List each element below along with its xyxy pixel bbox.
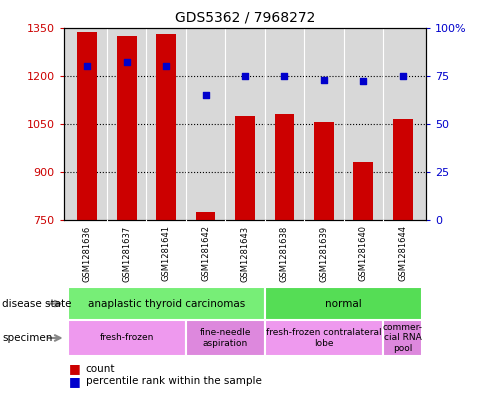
Text: percentile rank within the sample: percentile rank within the sample bbox=[86, 376, 262, 386]
Bar bbox=[265, 287, 422, 320]
Text: GSM1281642: GSM1281642 bbox=[201, 226, 210, 281]
Text: GSM1281637: GSM1281637 bbox=[122, 226, 131, 282]
Text: GSM1281643: GSM1281643 bbox=[241, 226, 249, 281]
Text: fine-needle
aspiration: fine-needle aspiration bbox=[199, 328, 251, 348]
Point bbox=[123, 59, 131, 65]
Point bbox=[359, 78, 367, 84]
Text: GSM1281640: GSM1281640 bbox=[359, 226, 368, 281]
Point bbox=[320, 76, 328, 83]
Text: ■: ■ bbox=[69, 362, 80, 375]
Bar bbox=[186, 320, 265, 356]
Text: specimen: specimen bbox=[2, 333, 53, 343]
Text: GSM1281636: GSM1281636 bbox=[83, 226, 92, 282]
Text: ■: ■ bbox=[69, 375, 80, 388]
Text: GSM1281639: GSM1281639 bbox=[319, 226, 328, 281]
Bar bbox=[77, 32, 97, 220]
Bar bbox=[68, 320, 186, 356]
Point bbox=[83, 63, 91, 69]
Bar bbox=[265, 320, 383, 356]
Bar bbox=[274, 114, 294, 220]
Bar bbox=[156, 34, 176, 220]
Point bbox=[162, 63, 170, 69]
Text: normal: normal bbox=[325, 299, 362, 309]
Bar bbox=[383, 320, 422, 356]
Text: commer-
cial RNA
pool: commer- cial RNA pool bbox=[383, 323, 423, 353]
Point bbox=[241, 72, 249, 79]
Text: fresh-frozen: fresh-frozen bbox=[99, 334, 154, 342]
Bar bbox=[314, 122, 334, 220]
Text: count: count bbox=[86, 364, 115, 374]
Bar bbox=[353, 162, 373, 220]
Text: anaplastic thyroid carcinomas: anaplastic thyroid carcinomas bbox=[88, 299, 245, 309]
Text: disease state: disease state bbox=[2, 299, 72, 309]
Text: fresh-frozen contralateral
lobe: fresh-frozen contralateral lobe bbox=[266, 328, 382, 348]
Point bbox=[399, 72, 407, 79]
Bar bbox=[68, 287, 265, 320]
Point bbox=[202, 92, 210, 98]
Bar bbox=[117, 35, 137, 220]
Bar bbox=[393, 119, 413, 220]
Bar bbox=[235, 116, 255, 220]
Point bbox=[280, 72, 288, 79]
Title: GDS5362 / 7968272: GDS5362 / 7968272 bbox=[175, 11, 315, 25]
Text: GSM1281641: GSM1281641 bbox=[162, 226, 171, 281]
Text: GSM1281644: GSM1281644 bbox=[398, 226, 407, 281]
Text: GSM1281638: GSM1281638 bbox=[280, 226, 289, 282]
Bar bbox=[196, 212, 216, 220]
